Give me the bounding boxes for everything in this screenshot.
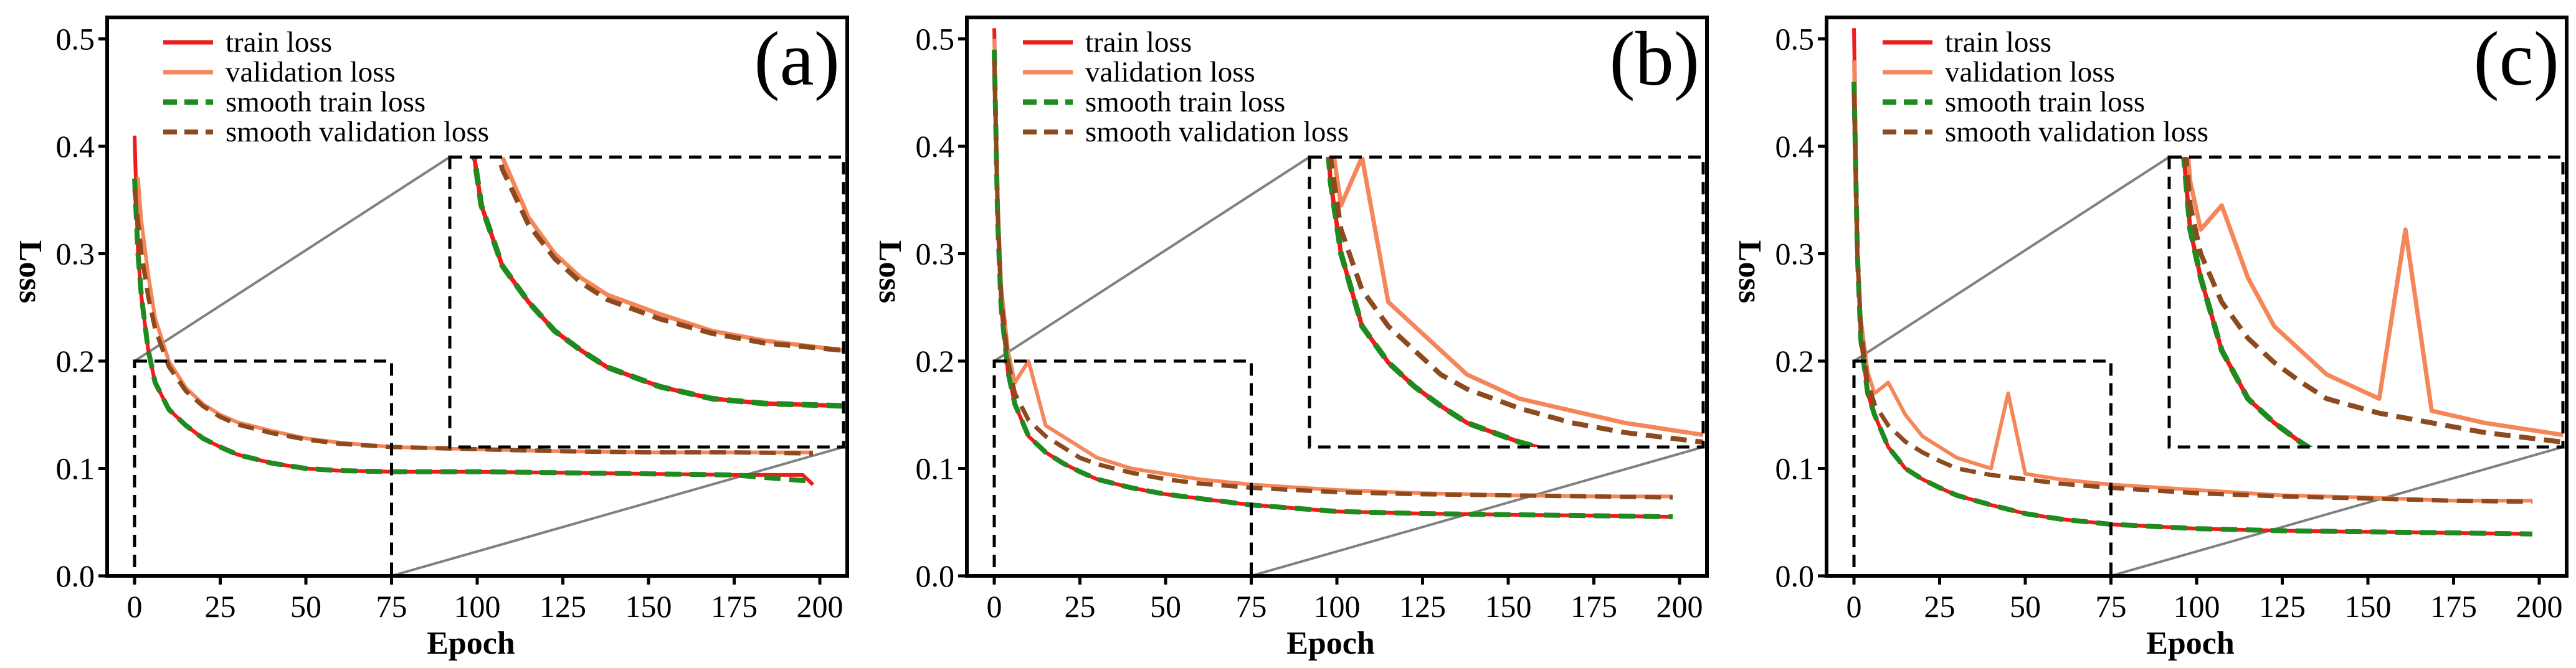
legend-label-validation: validation loss: [1085, 56, 1255, 88]
y-axis-label: Loss: [1732, 240, 1767, 303]
y-axis-label: Loss: [12, 240, 48, 303]
x-tick-label: 50: [2010, 589, 2041, 624]
inset-series-validation-line: [2185, 157, 2563, 438]
y-tick-label: 0.3: [916, 237, 955, 271]
zoom-connector-top: [993, 156, 1311, 362]
y-tick-label: 0.2: [56, 344, 95, 379]
inset-box: [1308, 155, 1705, 449]
y-tick-label: 0.5: [56, 22, 95, 57]
x-tick-label: 25: [1924, 589, 1956, 624]
inset-series-smooth-validation-line: [497, 157, 844, 353]
series-smooth-train-line: [992, 49, 1673, 520]
chart-panel-b: 0.0 0.1 0.2 0.3 0.4 0.5 0 25 50 75 100 125 150 175 200…: [872, 16, 1709, 661]
inset-box: [448, 155, 845, 449]
legend-label-smooth-validation: smooth validation loss: [1085, 116, 1349, 148]
panel-letter: (b): [1609, 16, 1699, 101]
zoom-connector-top: [133, 156, 451, 362]
x-axis-label: Epoch: [1286, 626, 1375, 661]
x-tick-label: 100: [1314, 589, 1361, 624]
x-tick-label: 175: [1571, 589, 1617, 624]
y-tick-label: 0.5: [1775, 22, 1815, 57]
legend-label-smooth-validation: smooth validation loss: [226, 116, 489, 148]
legend-label-train: train loss: [226, 26, 332, 59]
x-tick-label: 75: [376, 589, 407, 624]
x-tick-label: 150: [2345, 589, 2392, 624]
legend-label-smooth-train: smooth train loss: [1945, 86, 2145, 118]
legend-label-smooth-train: smooth train loss: [226, 86, 425, 118]
y-tick-label: 0.2: [1775, 344, 1815, 379]
x-tick-label: 75: [2096, 589, 2127, 624]
panel-letter: (a): [754, 16, 840, 101]
inset-series-validation-line: [500, 157, 844, 353]
x-tick-label: 150: [625, 589, 672, 624]
x-tick-label: 50: [290, 589, 321, 624]
x-tick-label: 0: [987, 589, 1002, 624]
panel-letter: (c): [2473, 16, 2559, 101]
y-tick-label: 0.3: [1775, 237, 1815, 271]
zoom-connector-bottom: [2110, 446, 2564, 577]
y-tick-label: 0.1: [56, 451, 95, 486]
x-tick-label: 150: [1485, 589, 1532, 624]
inset-series-smooth-train-line: [1326, 157, 1548, 447]
x-tick-label: 50: [1150, 589, 1181, 624]
y-tick-label: 0.0: [916, 558, 955, 593]
y-tick-label: 0.4: [1775, 129, 1815, 164]
series-smooth-train-line: [1851, 82, 2533, 537]
inset-series-smooth-validation-line: [2183, 157, 2563, 445]
y-tick-label: 0.0: [1775, 558, 1815, 593]
legend-label-validation: validation loss: [226, 56, 396, 88]
legend-label-train: train loss: [1945, 26, 2051, 59]
x-tick-label: 0: [1846, 589, 1862, 624]
y-tick-label: 0.5: [916, 22, 955, 57]
y-tick-label: 0.2: [916, 344, 955, 379]
x-tick-label: 100: [454, 589, 501, 624]
inset-series-validation-line: [1331, 157, 1703, 438]
zoom-connector-bottom: [391, 446, 844, 577]
y-tick-label: 0.4: [916, 129, 955, 164]
legend-label-smooth-train: smooth train loss: [1085, 86, 1285, 118]
legend-label-smooth-validation: smooth validation loss: [1945, 116, 2208, 148]
x-axis-label: Epoch: [2146, 626, 2235, 661]
chart-panel-c: 0.0 0.1 0.2 0.3 0.4 0.5 0 25 50 75 100 125 150 175 200…: [1732, 16, 2569, 661]
x-tick-label: 0: [127, 589, 143, 624]
x-tick-label: 200: [2516, 589, 2563, 624]
x-tick-label: 25: [1065, 589, 1096, 624]
x-tick-label: 75: [1236, 589, 1267, 624]
x-tick-label: 200: [1656, 589, 1703, 624]
series-smooth-validation-line: [992, 60, 1673, 500]
x-tick-label: 175: [711, 589, 758, 624]
x-tick-label: 125: [2259, 589, 2306, 624]
x-axis-label: Epoch: [427, 626, 515, 661]
x-tick-label: 100: [2174, 589, 2220, 624]
x-tick-label: 125: [1399, 589, 1446, 624]
zoom-connector-bottom: [1250, 446, 1704, 577]
y-tick-label: 0.0: [56, 558, 95, 593]
y-tick-label: 0.3: [56, 237, 95, 271]
zoom-region-box: [992, 359, 1253, 578]
x-tick-label: 200: [797, 589, 844, 624]
chart-panel-a: 0.0 0.1 0.2 0.3 0.4 0.5 0 25 50 75 100 125 150 175 200…: [12, 16, 849, 661]
series-smooth-validation-line: [132, 189, 814, 456]
y-tick-label: 0.1: [916, 451, 955, 486]
x-tick-label: 125: [539, 589, 586, 624]
inset-series-smooth-train-line: [2181, 157, 2314, 447]
x-tick-label: 175: [2430, 589, 2477, 624]
y-tick-label: 0.1: [1775, 451, 1815, 486]
legend-label-train: train loss: [1085, 26, 1192, 59]
zoom-connector-top: [1853, 156, 2170, 362]
y-axis-label: Loss: [872, 240, 908, 303]
legend-label-validation: validation loss: [1945, 56, 2115, 88]
inset-box: [2167, 155, 2565, 449]
y-tick-label: 0.4: [56, 129, 95, 164]
x-tick-label: 25: [205, 589, 236, 624]
